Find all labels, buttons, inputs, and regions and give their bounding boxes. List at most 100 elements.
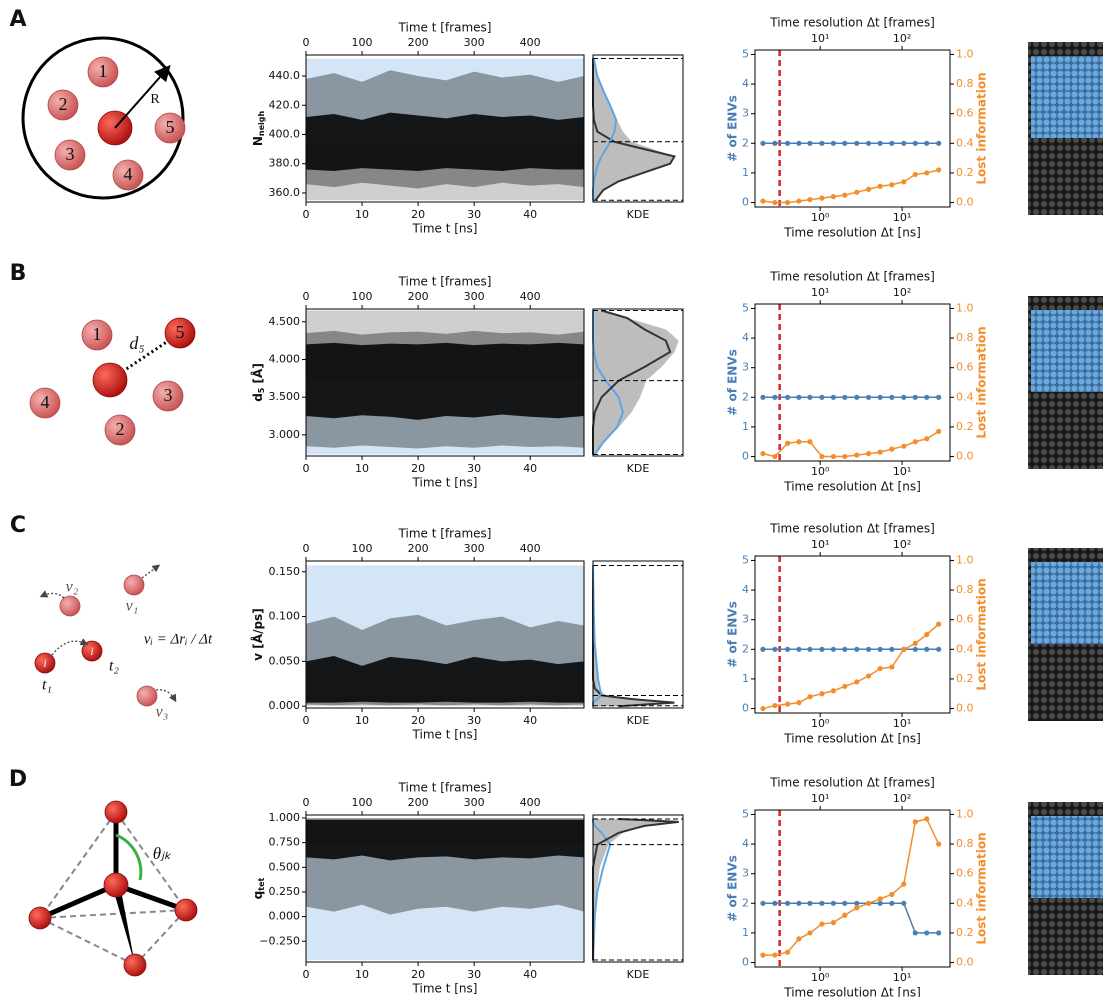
x-tick-label: 20	[411, 462, 425, 475]
x-tick-label: 10⁰	[811, 465, 830, 478]
y2-axis-label: Lost information	[975, 578, 989, 690]
y-axis-label-sub: tet	[257, 877, 266, 890]
series-point	[865, 140, 872, 146]
y-axis-label-main: d	[251, 393, 265, 402]
x2-tick-label: 0	[303, 36, 310, 49]
series-point	[760, 140, 766, 146]
x-tick-label: 10¹	[893, 717, 911, 730]
series-point	[772, 900, 778, 906]
series-point	[772, 952, 778, 958]
x-axis-label: Time t [ns]	[412, 222, 478, 236]
series-point	[772, 199, 778, 206]
bond	[39, 882, 117, 921]
x2-tick-label: 200	[408, 290, 429, 303]
series-point	[924, 631, 930, 638]
y2-tick-label: 0.6	[956, 361, 974, 374]
x-tick-label: 30	[467, 714, 481, 727]
atom	[87, 56, 119, 88]
y2-tick-label: 0.4	[956, 642, 974, 655]
motion-arrow	[51, 638, 89, 656]
y-tick-label: 2	[742, 390, 749, 403]
series-point	[807, 646, 813, 652]
series-point	[842, 192, 848, 198]
y-tick-label: 0.150	[269, 565, 301, 578]
y-tick-label: 0.250	[269, 885, 301, 898]
series-point	[901, 443, 907, 449]
series-point	[889, 140, 895, 146]
y2-tick-label: 0.2	[956, 672, 974, 685]
y-tick-label: −0.250	[259, 934, 300, 947]
x-tick-label: 0	[303, 968, 310, 981]
series-point	[830, 194, 836, 200]
y2-tick-label: 1.0	[956, 301, 974, 314]
x-tick-label: 0	[303, 714, 310, 727]
series-point	[807, 394, 813, 400]
series-point	[772, 453, 778, 460]
series-point	[912, 646, 918, 652]
plot-frame	[754, 809, 951, 968]
cluster-region	[306, 844, 584, 961]
series-point	[796, 900, 802, 906]
series-point	[854, 646, 860, 652]
series-point	[924, 816, 930, 822]
schematic-label: v₂	[66, 579, 79, 596]
series-point	[784, 646, 791, 652]
series-point	[877, 665, 883, 672]
series-point	[842, 900, 848, 906]
series-point	[830, 394, 836, 400]
motion-arrow	[39, 590, 65, 599]
series-point	[760, 952, 766, 958]
x2-axis-label: Time resolution Δt [frames]	[769, 776, 935, 790]
y2-tick-label: 0.8	[956, 583, 974, 596]
series-point	[819, 900, 825, 906]
schematic-label: 4	[124, 164, 133, 184]
series-point	[865, 646, 872, 652]
y-tick-label: 0.000	[269, 699, 301, 712]
series-point	[819, 195, 825, 201]
series-point	[796, 198, 802, 204]
y2-tick-label: 0.0	[956, 702, 974, 715]
y-tick-label: 1	[742, 672, 749, 685]
y-tick-label: 0.050	[269, 654, 301, 667]
schematic-label: v₃	[156, 704, 169, 721]
schematic-label: 5	[176, 322, 185, 342]
kde-total	[593, 58, 675, 201]
y2-tick-label: 0.2	[956, 420, 974, 433]
y-axis-label: Nneigh	[251, 111, 266, 147]
x2-tick-label: 10²	[893, 538, 911, 551]
series-point	[901, 900, 907, 906]
y-tick-label: 4.500	[269, 315, 301, 328]
tetra-edge	[134, 909, 187, 966]
y-tick-label: 360.0	[269, 186, 301, 199]
x2-axis-label: Time resolution Δt [frames]	[769, 522, 935, 536]
y-tick-label: 1	[742, 420, 749, 433]
y-tick-label: 4	[742, 583, 749, 596]
series-point	[889, 891, 895, 898]
y-tick-label: 2	[742, 896, 749, 909]
series-point	[854, 140, 860, 146]
y-tick-label: 3	[742, 613, 749, 626]
snapshot-liquid	[1031, 816, 1103, 898]
series-point	[901, 881, 907, 887]
y-tick-label: 3	[742, 867, 749, 880]
series-point	[807, 140, 813, 146]
y-axis-label: # of ENVs	[726, 349, 740, 416]
series-point	[912, 640, 918, 646]
series-point	[760, 705, 766, 712]
series-point	[842, 453, 848, 460]
y-axis-label-unit: [Å]	[250, 363, 265, 387]
x-axis-label: Time resolution Δt [ns]	[783, 732, 921, 746]
y-tick-label: 5	[742, 807, 749, 820]
series-point	[854, 189, 860, 195]
y-tick-label: 3	[742, 107, 749, 120]
x2-tick-label: 100	[352, 290, 373, 303]
series-point	[819, 453, 825, 460]
series-point	[830, 688, 836, 694]
series-point	[796, 439, 802, 445]
series-point	[924, 930, 930, 936]
y-tick-label: 5	[742, 553, 749, 566]
series-line	[762, 430, 940, 458]
x2-axis-label: Time t [frames]	[398, 781, 492, 795]
tetra-edge	[39, 917, 136, 966]
kde-label: KDE	[627, 462, 650, 475]
